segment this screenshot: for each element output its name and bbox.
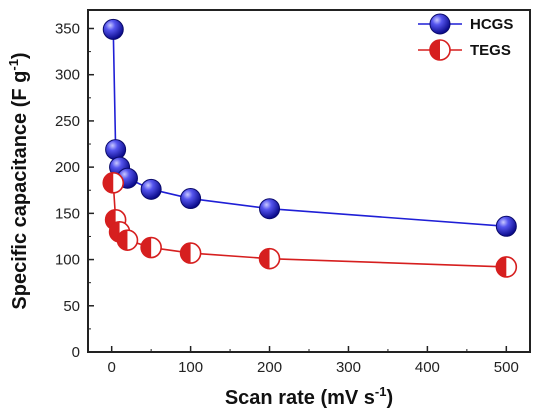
series-line-tegs <box>112 182 507 268</box>
data-point-hcgs <box>180 188 202 210</box>
data-point-tegs <box>495 256 518 278</box>
data-point-tegs <box>140 236 162 259</box>
data-point-hcgs <box>102 18 124 40</box>
legend: HCGS TEGS <box>418 13 513 61</box>
marker-half <box>117 230 128 251</box>
y-tick-label: 100 <box>55 252 80 269</box>
data-point-hcgs <box>495 215 517 237</box>
y-tick-label: 50 <box>63 298 80 315</box>
series-line-hcgs <box>112 29 507 228</box>
y-tick-label: 0 <box>72 344 80 361</box>
data-point-hcgs <box>140 178 162 200</box>
x-tick-label: 200 <box>257 359 282 376</box>
x-tick-label: 400 <box>415 359 440 376</box>
marker-half <box>430 40 440 60</box>
data-point-tegs <box>258 247 281 270</box>
marker-half <box>496 256 507 277</box>
marker-half <box>259 248 270 269</box>
legend-label-hcgs: HCGS <box>470 16 513 33</box>
data-point-hcgs <box>259 198 281 220</box>
legend-marker-hcgs <box>429 13 451 35</box>
x-tick-label: 0 <box>108 359 116 376</box>
legend-marker-tegs <box>429 39 451 61</box>
marker-half <box>109 221 120 242</box>
legend-label-tegs: TEGS <box>470 42 511 59</box>
marker-half <box>180 243 191 264</box>
y-tick-label: 200 <box>55 159 80 176</box>
data-point-hcgs <box>105 139 127 161</box>
x-tick-label: 500 <box>494 359 519 376</box>
marker-half <box>103 172 114 193</box>
x-tick-label: 300 <box>336 359 361 376</box>
marker-half <box>141 237 152 258</box>
data-point-tegs <box>179 242 202 264</box>
y-tick-label: 300 <box>55 67 80 84</box>
data-point-tegs <box>102 172 125 194</box>
data-point-tegs <box>116 229 139 251</box>
y-tick-label: 150 <box>55 205 80 222</box>
y-tick-label: 350 <box>55 20 80 37</box>
y-tick-label: 250 <box>55 113 80 130</box>
x-tick-label: 100 <box>178 359 203 376</box>
x-axis-title: Scan rate (mV s-1) <box>225 384 393 409</box>
y-axis-title: Specific capacitance (F g-1) <box>6 52 31 309</box>
